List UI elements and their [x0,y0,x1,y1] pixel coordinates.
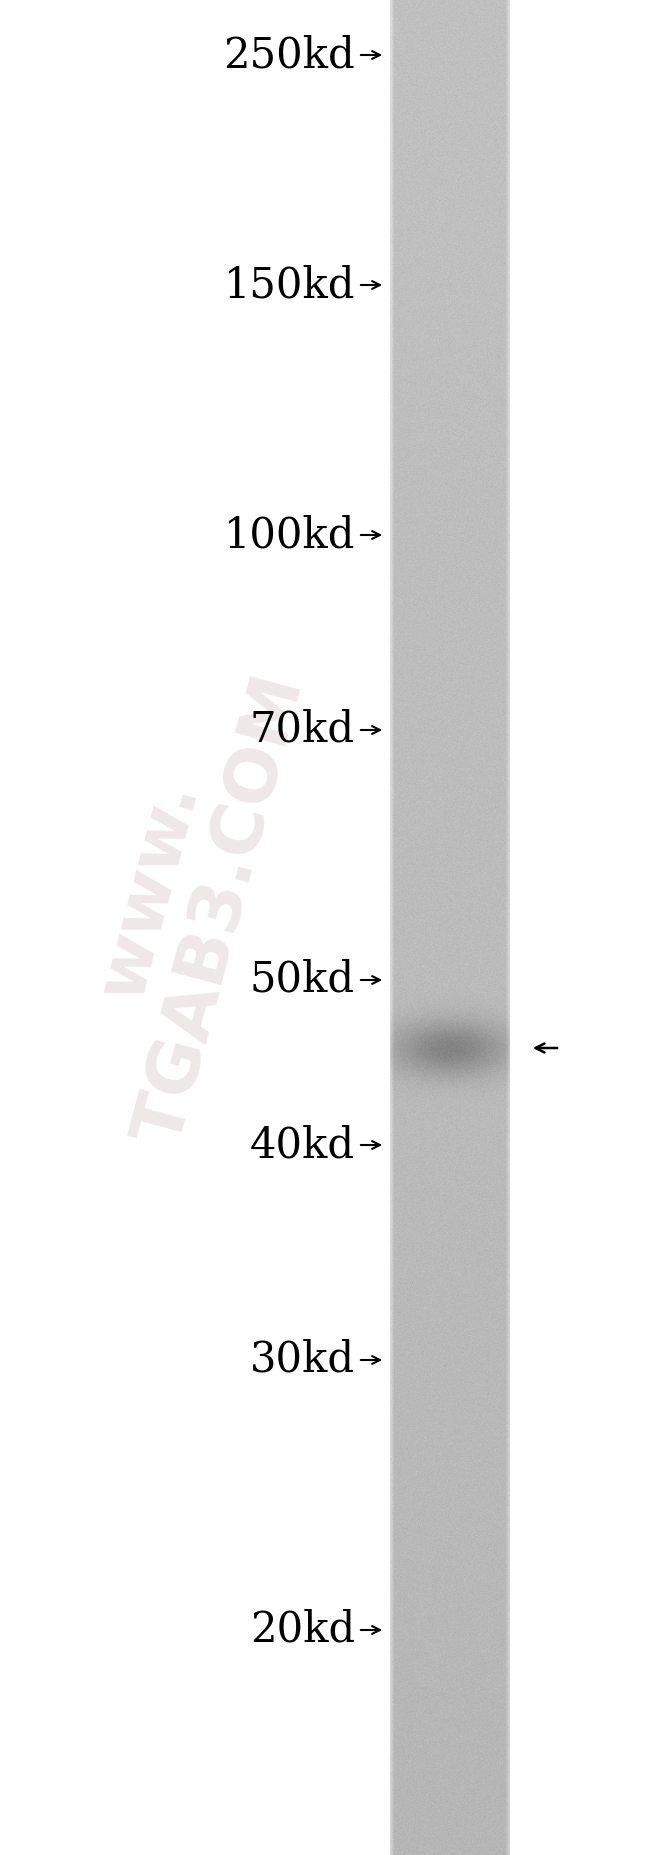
Text: 150kd: 150kd [224,263,355,306]
Text: 50kd: 50kd [250,959,355,1002]
Text: 70kd: 70kd [250,709,355,751]
Text: 100kd: 100kd [224,514,355,556]
Text: www.
TGAB3.COM: www. TGAB3.COM [53,647,317,1152]
Text: 30kd: 30kd [250,1339,355,1380]
Text: 40kd: 40kd [250,1124,355,1167]
Text: 250kd: 250kd [223,33,355,76]
Text: 20kd: 20kd [250,1608,355,1651]
